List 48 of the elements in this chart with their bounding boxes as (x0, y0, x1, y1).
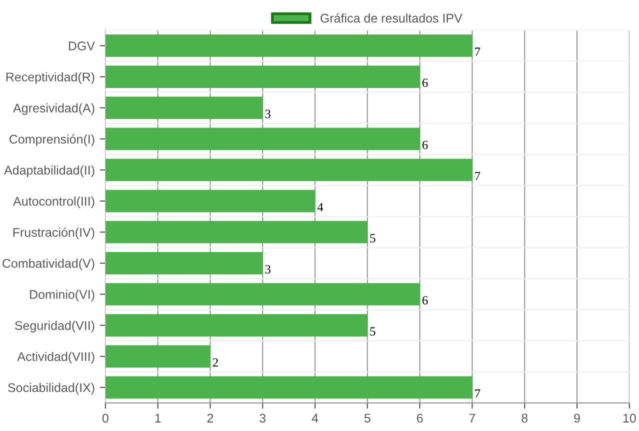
bar (105, 283, 420, 306)
bar (105, 34, 472, 57)
data-label: 5 (370, 234, 376, 242)
data-label: 5 (370, 327, 376, 336)
y-tick-label: Seguridad(VII) (14, 320, 94, 332)
data-label: 2 (212, 358, 218, 367)
legend-label: Gráfica de resultados IPV (320, 13, 462, 23)
x-tick-label: 5 (364, 414, 370, 423)
y-tick-label: Agresividad(A) (13, 103, 94, 115)
y-tick-label: Comprensión(I) (10, 134, 94, 146)
y-tick-label: Receptividad(R) (6, 72, 94, 84)
x-tick-label: 2 (207, 414, 214, 422)
y-tick-label: Frustración(IV) (13, 228, 94, 240)
bar (105, 190, 316, 212)
bar (105, 376, 472, 399)
bar (105, 345, 210, 368)
bar (105, 158, 472, 182)
data-label: 7 (475, 172, 480, 180)
data-label: 6 (422, 78, 428, 88)
bar (105, 96, 263, 120)
y-tick-label: Adaptabilidad(II) (4, 165, 94, 178)
x-tick-label: 0 (102, 414, 108, 423)
y-tick-label: Autocontrol(III) (13, 196, 94, 208)
y-tick-label: Dominio(VI) (30, 290, 94, 302)
x-tick-label: 6 (416, 414, 423, 423)
bar (105, 128, 420, 150)
x-tick-label: 10 (623, 414, 636, 423)
data-label: 7 (475, 389, 480, 398)
data-label: 3 (265, 110, 270, 118)
x-tick-label: 3 (260, 414, 266, 423)
bar (105, 66, 420, 88)
data-label: 7 (475, 48, 480, 56)
bar (105, 220, 368, 244)
x-tick-label: 9 (574, 414, 580, 423)
bar (105, 314, 368, 336)
x-tick-label: 4 (312, 414, 318, 422)
y-tick-label: Sociabilidad(IX) (8, 382, 94, 395)
x-tick-label: 1 (155, 414, 161, 422)
data-label: 6 (422, 296, 428, 305)
bar (105, 252, 263, 274)
x-tick-label: 8 (522, 414, 528, 423)
data-label: 6 (422, 140, 428, 150)
data-label: 3 (265, 265, 270, 274)
y-tick-label: DGV (68, 42, 95, 50)
y-tick-label: Combatividad(V) (2, 258, 94, 270)
x-tick-label: 7 (469, 414, 476, 422)
y-tick-label: Actividad(VIII) (17, 352, 94, 364)
data-label: 4 (317, 202, 324, 212)
